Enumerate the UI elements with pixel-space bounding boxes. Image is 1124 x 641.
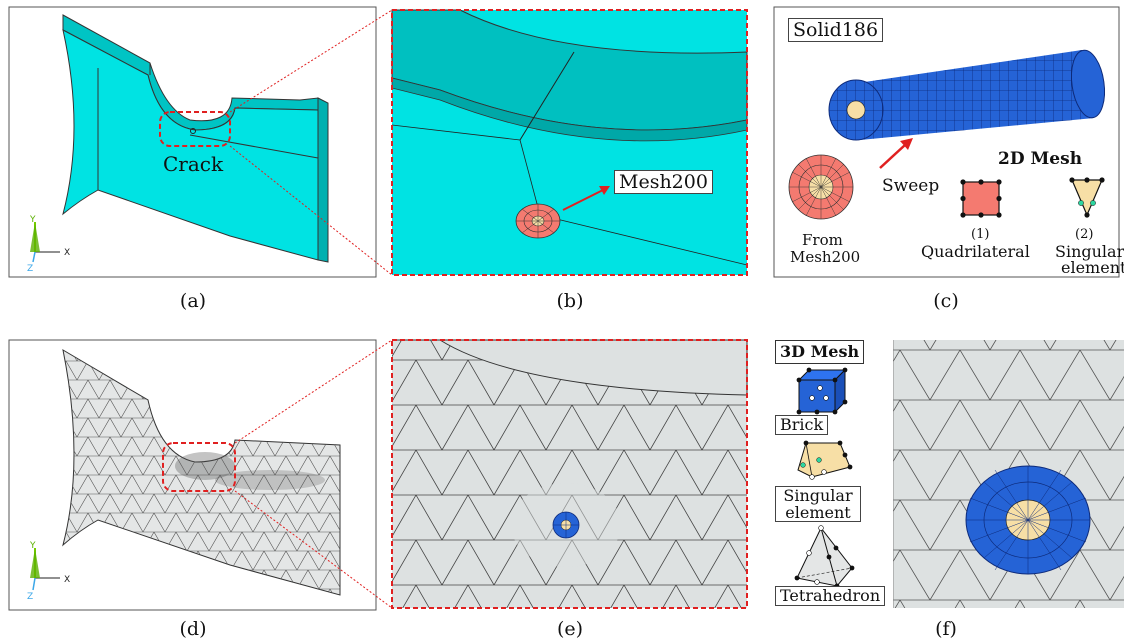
- elem2-name-1: Singular: [1055, 242, 1124, 261]
- sweep-label: Sweep: [882, 176, 940, 196]
- singular-label-2: element: [785, 503, 851, 522]
- mesh200-label-b: Mesh200: [614, 170, 713, 194]
- caption-b: (b): [556, 290, 584, 312]
- axis-y-label-d: Y: [30, 541, 36, 551]
- singular-triangle-element: [1069, 177, 1105, 218]
- salmon-rosette-c: [788, 154, 854, 220]
- zoom-box-a: [159, 111, 231, 147]
- crack-label: Crack: [163, 152, 224, 176]
- quadrilateral-element: [960, 179, 1002, 218]
- sweep-arrow: [879, 144, 906, 169]
- arrow-to-mesh200-b: [562, 189, 604, 211]
- singular-prism-element: [797, 440, 853, 480]
- panel-b: [391, 9, 748, 276]
- connector-de-bottom: [234, 490, 393, 609]
- panel-f: [775, 340, 1124, 608]
- crack-marker: [190, 128, 196, 134]
- mesh2d-title: 2D Mesh: [998, 149, 1083, 169]
- brick-label: Brick: [775, 415, 829, 435]
- panel-e: [391, 339, 748, 609]
- caption-c: (c): [933, 290, 959, 312]
- salmon-rosette-b: [515, 203, 561, 239]
- singular-label: Singular element: [775, 486, 861, 522]
- elem1-number: (1): [971, 227, 990, 242]
- blue-cylinder: [828, 49, 1106, 141]
- panel-a: [8, 6, 377, 278]
- tetrahedron-label: Tetrahedron: [775, 586, 886, 606]
- blue-rosette-e: [552, 511, 580, 539]
- panel-d: [8, 339, 377, 611]
- axis-x-label-d: X: [64, 575, 71, 585]
- panel-c-frame: [773, 6, 1120, 278]
- elem2-name-2: element: [1061, 258, 1124, 277]
- grey-meshed-plate: [62, 349, 341, 596]
- solid186-label: Solid186: [788, 18, 884, 42]
- brick-element: [796, 367, 848, 415]
- caption-e: (e): [556, 618, 584, 640]
- from-label-2: Mesh200: [790, 248, 861, 266]
- zoom-frame-b: [391, 9, 748, 276]
- zoom-frame-e: [391, 339, 748, 609]
- axis-triad-d: [30, 548, 60, 591]
- caption-a: (a): [179, 290, 207, 312]
- axis-triad-a: [30, 222, 60, 263]
- elem1-name: Quadrilateral: [921, 242, 1030, 261]
- connector-de-top: [234, 339, 393, 444]
- panel-c: [773, 6, 1120, 278]
- axis-x-label-a: X: [64, 248, 71, 258]
- singular-label-1: Singular: [783, 486, 853, 505]
- elem2-number: (2): [1075, 227, 1094, 242]
- axis-z-label-d: Z: [27, 592, 34, 602]
- zoom-box-d: [162, 442, 236, 492]
- axis-y-label-a: Y: [30, 215, 36, 225]
- caption-d: (d): [179, 618, 207, 640]
- axis-z-label-a: Z: [27, 264, 34, 274]
- from-label-1: From: [802, 231, 843, 249]
- connector-ab-bottom: [229, 145, 393, 276]
- mesh3d-title: 3D Mesh: [775, 340, 865, 364]
- blue-rosette-f: [965, 465, 1091, 575]
- caption-f: (f): [935, 618, 957, 640]
